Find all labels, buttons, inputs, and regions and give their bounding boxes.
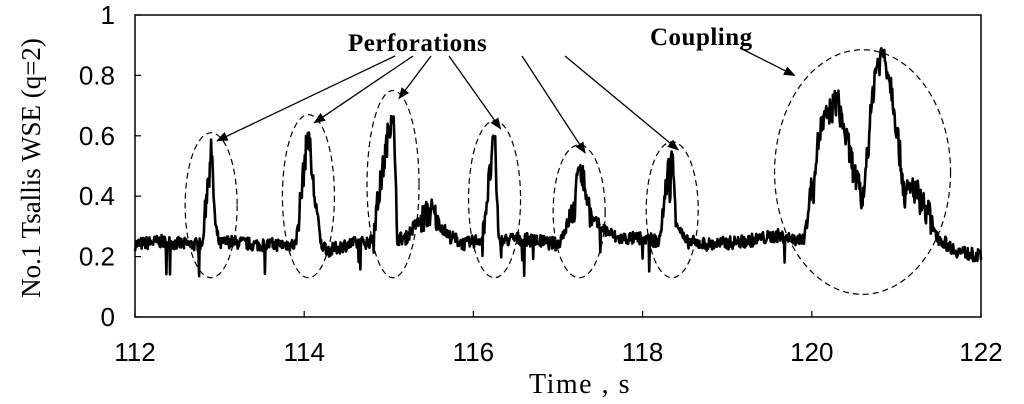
x-tick-label: 114 bbox=[283, 337, 324, 367]
x-tick-label: 112 bbox=[114, 337, 155, 367]
x-tick-label: 118 bbox=[622, 337, 663, 367]
annotation-layer bbox=[184, 47, 952, 295]
perforation-ellipse bbox=[552, 144, 606, 279]
perforation-ellipse bbox=[184, 132, 238, 279]
wse-series-line bbox=[133, 47, 983, 278]
perforation-ellipse bbox=[281, 114, 336, 279]
perforations-label: Perforations bbox=[348, 30, 487, 57]
x-tick-label: 120 bbox=[790, 337, 833, 367]
y-tick-label: 1 bbox=[101, 0, 115, 30]
data-layer bbox=[133, 47, 983, 278]
y-tick-label: 0.4 bbox=[79, 181, 115, 211]
perforation-arrow bbox=[564, 55, 680, 151]
y-tick-label: 0.8 bbox=[79, 60, 115, 90]
x-tick-label: 122 bbox=[959, 337, 1002, 367]
x-axis-title: Time , s bbox=[529, 369, 631, 400]
x-tick-label: 116 bbox=[453, 337, 494, 367]
perforation-arrow bbox=[398, 55, 432, 100]
coupling-arrow bbox=[739, 47, 796, 76]
coupling-label: Coupling bbox=[650, 24, 753, 51]
y-tick-label: 0.2 bbox=[79, 242, 115, 272]
perforation-arrow bbox=[313, 55, 414, 124]
tick-layer: 112 114 116 118 120 122 0 0.2 0.4 0.6 0.8 1 bbox=[79, 0, 1003, 367]
perforation-arrow bbox=[521, 55, 586, 154]
plot-frame bbox=[134, 14, 982, 318]
y-tick-label: 0 bbox=[101, 302, 115, 332]
y-tick-label: 0.6 bbox=[79, 121, 115, 151]
y-axis-title: No.1 Tsallis WSE (q=2) bbox=[16, 38, 46, 298]
perforation-ellipse bbox=[366, 89, 420, 279]
perforation-arrow bbox=[448, 55, 502, 130]
coupling-ellipse bbox=[773, 49, 952, 295]
perforation-arrow bbox=[216, 55, 396, 142]
